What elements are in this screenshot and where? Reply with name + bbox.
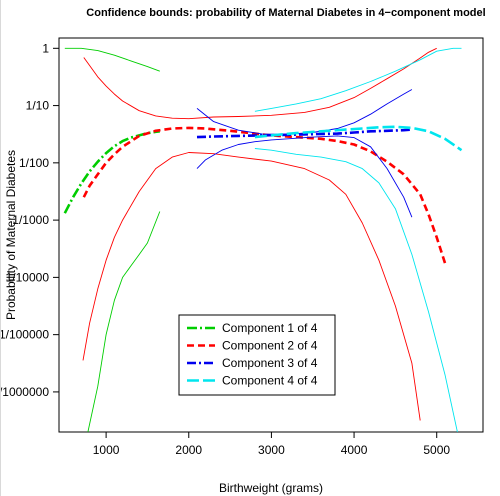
series-4-lower-bound xyxy=(254,148,458,432)
y-tick-label: 1/10 xyxy=(26,99,50,113)
y-tick-label: 1/10000 xyxy=(6,270,50,284)
chart-title: Confidence bounds: probability of Matern… xyxy=(86,7,485,19)
series-2-upper-bound xyxy=(83,47,437,120)
y-tick-label: 1/100 xyxy=(19,156,49,170)
series-1-lower-bound xyxy=(87,211,161,432)
series-3-lower-bound xyxy=(196,135,413,218)
series-1-estimate-line xyxy=(63,130,160,214)
x-tick-label: 4000 xyxy=(341,443,368,457)
x-tick-label: 2000 xyxy=(175,443,202,457)
series-4-estimate-line xyxy=(254,125,463,152)
legend-label-1: Component 1 of 4 xyxy=(222,321,318,335)
x-tick-label: 1000 xyxy=(93,443,120,457)
legend-label-2: Component 2 of 4 xyxy=(222,339,318,353)
y-tick-label: 1/1000 xyxy=(12,213,49,227)
x-axis-label: Birthweight (grams) xyxy=(219,481,323,495)
x-tick-label: 5000 xyxy=(423,443,450,457)
series-3-upper-bound xyxy=(196,89,413,135)
series-1-upper-bound xyxy=(64,47,160,72)
x-tick-label: 3000 xyxy=(258,443,285,457)
series-2-estimate-line xyxy=(82,126,447,264)
y-tick-label: 1/100000 xyxy=(1,328,49,342)
series-3-estimate-line xyxy=(196,128,412,139)
series-2-lower-bound xyxy=(82,152,421,421)
legend: Component 1 of 4 Component 2 of 4 Componen… xyxy=(178,314,336,396)
y-axis-label: Probability of Maternal Diabetes xyxy=(4,150,18,320)
legend-label-3: Component 3 of 4 xyxy=(222,356,318,370)
legend-label-4: Component 4 of 4 xyxy=(222,374,318,388)
y-tick-label: 1 xyxy=(42,41,49,55)
y-tick-label: 1/1000000 xyxy=(1,385,49,399)
series-4-upper-bound xyxy=(254,47,462,112)
